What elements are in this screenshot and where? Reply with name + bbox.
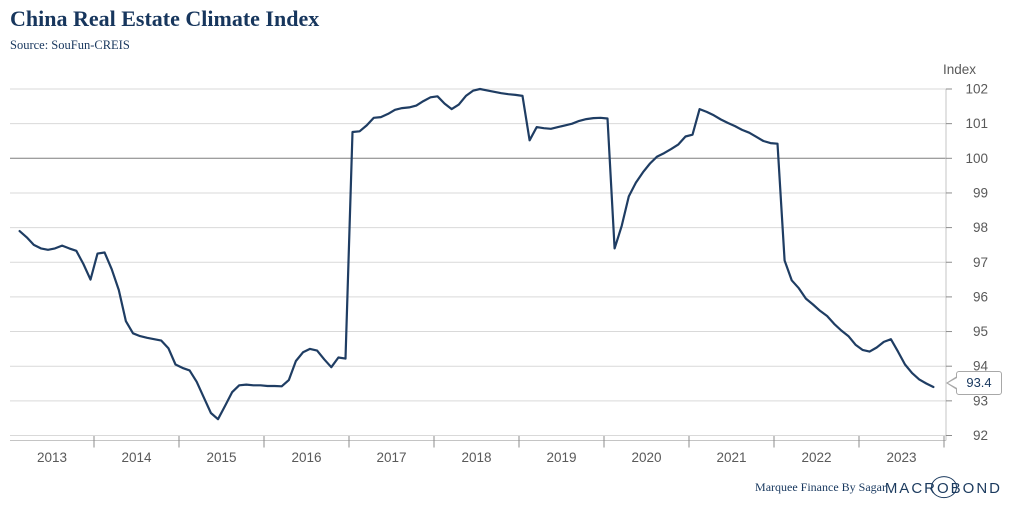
logo-text-left: MACR	[884, 479, 937, 497]
y-tick-label: 99	[973, 185, 988, 200]
x-tick-label: 2014	[121, 450, 152, 465]
x-tick-label: 2017	[376, 450, 406, 465]
y-tick-label: 98	[973, 220, 988, 235]
x-tick-label: 2018	[461, 450, 491, 465]
y-tick-label: 97	[973, 255, 988, 270]
page-title: China Real Estate Climate Index	[10, 6, 320, 31]
last-value-callout: 93.4	[946, 371, 1002, 395]
x-tick-label: 2015	[206, 450, 236, 465]
x-tick-label: 2019	[546, 450, 576, 465]
y-tick-label: 100	[965, 151, 988, 166]
x-tick-label: 2016	[291, 450, 321, 465]
logo-orbit-o-icon: O	[936, 479, 951, 497]
y-tick-label: 92	[973, 428, 988, 443]
watermark-text: Marquee Finance By Sagar	[755, 480, 886, 494]
last-value-label: 93.4	[966, 375, 992, 390]
y-tick-label: 93	[973, 393, 988, 408]
y-tick-label: 94	[973, 359, 989, 374]
x-tick-label: 2021	[716, 450, 746, 465]
source-note: Source: SouFun-CREIS	[10, 38, 130, 52]
y-tick-label: 102	[965, 82, 988, 97]
x-tick-label: 2022	[801, 450, 831, 465]
y-axis-unit-label: Index	[942, 62, 976, 77]
y-tick-label: 95	[973, 324, 988, 339]
x-tick-label: 2013	[37, 450, 67, 465]
macrobond-logo: MACR O BOND	[885, 477, 1002, 499]
series-line	[18, 87, 935, 421]
x-tick-label: 2020	[631, 450, 661, 465]
logo-text-right: BOND	[950, 479, 1002, 497]
y-tick-label: 101	[965, 116, 988, 131]
x-tick-label: 2023	[886, 450, 916, 465]
y-tick-label: 96	[973, 289, 988, 304]
